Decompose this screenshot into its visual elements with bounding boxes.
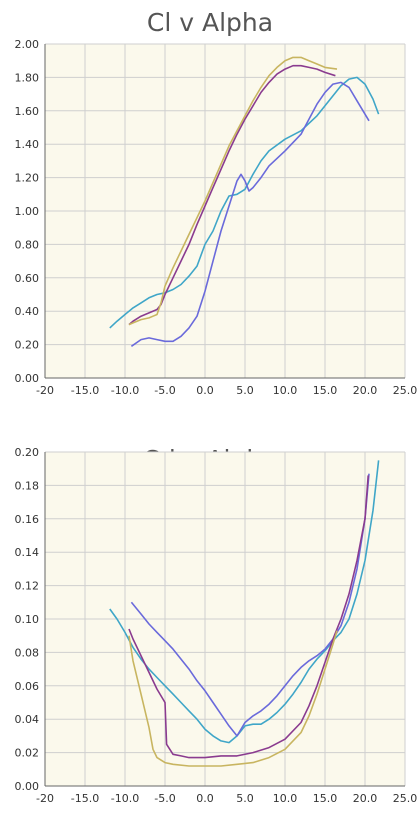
y-tick-label: 2.00 bbox=[15, 38, 40, 51]
y-tick-label: 0.04 bbox=[15, 713, 40, 726]
x-tick-label: 10.0 bbox=[273, 384, 298, 397]
series-line-0 bbox=[109, 460, 380, 744]
y-tick-label: 0.02 bbox=[15, 747, 40, 760]
x-tick-label: 25.0 bbox=[393, 792, 418, 805]
x-tick-label: 5.0 bbox=[236, 384, 254, 397]
x-tick-label: -15.0 bbox=[71, 384, 99, 397]
x-tick-label: 10.0 bbox=[273, 792, 298, 805]
x-tick-label: 20.0 bbox=[353, 792, 378, 805]
y-tick-label: 0.80 bbox=[15, 238, 40, 251]
y-tick-label: 0.60 bbox=[15, 272, 40, 285]
y-tick-label: 1.20 bbox=[15, 172, 40, 185]
y-tick-label: 0.12 bbox=[15, 580, 40, 593]
x-tick-label: -15.0 bbox=[71, 792, 99, 805]
y-tick-label: 0.20 bbox=[15, 339, 40, 352]
x-tick-label: 15.0 bbox=[313, 792, 338, 805]
y-tick-label: 0.40 bbox=[15, 305, 40, 318]
x-tick-label: 0.0 bbox=[196, 384, 214, 397]
y-tick-label: 0.00 bbox=[15, 780, 40, 793]
series-line-0 bbox=[109, 76, 380, 329]
y-tick-label: 0.20 bbox=[15, 446, 40, 459]
series-line-2 bbox=[128, 475, 369, 759]
series-line-3 bbox=[128, 56, 338, 326]
y-tick-label: 0.18 bbox=[15, 479, 40, 492]
x-tick-label: -20 bbox=[36, 792, 54, 805]
x-tick-label: -5.0 bbox=[154, 384, 175, 397]
y-tick-label: 1.00 bbox=[15, 205, 40, 218]
x-tick-label: -20 bbox=[36, 384, 54, 397]
y-tick-label: 1.60 bbox=[15, 105, 40, 118]
x-tick-label: -10.0 bbox=[111, 792, 139, 805]
y-tick-label: 0.10 bbox=[15, 613, 40, 626]
x-tick-label: 25.0 bbox=[393, 384, 418, 397]
x-tick-label: 0.0 bbox=[196, 792, 214, 805]
x-tick-label: 15.0 bbox=[313, 384, 338, 397]
y-tick-label: 0.06 bbox=[15, 680, 40, 693]
x-tick-label: -10.0 bbox=[111, 384, 139, 397]
y-tick-label: 1.80 bbox=[15, 71, 40, 84]
x-tick-label: -5.0 bbox=[154, 792, 175, 805]
y-tick-label: 0.14 bbox=[15, 546, 40, 559]
y-tick-label: 0.16 bbox=[15, 513, 40, 526]
chart-title-cl: Cl v Alpha bbox=[146, 8, 274, 37]
y-tick-label: 1.40 bbox=[15, 138, 40, 151]
series-line-1 bbox=[130, 81, 370, 347]
x-tick-label: 5.0 bbox=[236, 792, 254, 805]
y-tick-label: 0.00 bbox=[15, 372, 40, 385]
x-tick-label: 20.0 bbox=[353, 384, 378, 397]
series-line-3 bbox=[128, 630, 338, 767]
y-tick-label: 0.08 bbox=[15, 646, 40, 659]
